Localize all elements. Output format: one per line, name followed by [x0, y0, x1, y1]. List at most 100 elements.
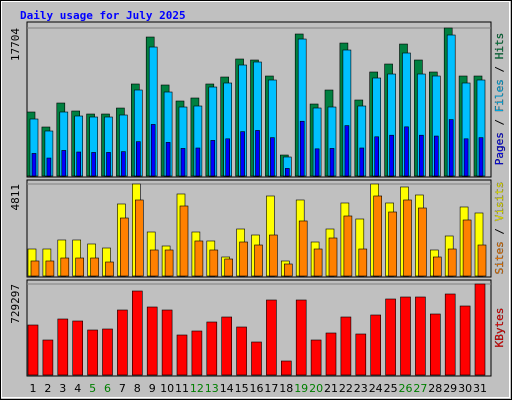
bar: [251, 341, 262, 376]
bar: [374, 136, 380, 177]
bar: [370, 314, 382, 376]
x-tick-label: 6: [104, 382, 111, 395]
x-tick-label: 24: [369, 382, 383, 395]
legend-separator: /: [493, 66, 506, 73]
bar: [224, 258, 233, 277]
bar: [46, 157, 52, 177]
legend-separator: /: [493, 119, 506, 126]
bar: [403, 199, 412, 277]
x-tick-label: 18: [279, 382, 293, 395]
x-tick-label: 16: [250, 382, 264, 395]
bar: [42, 339, 54, 376]
bar: [419, 134, 424, 177]
legend: Pages / Files / Hits: [493, 33, 506, 166]
legend-entry: Visits: [493, 182, 506, 222]
chart-title: Daily usage for July 2025: [20, 9, 186, 22]
bar: [105, 261, 114, 277]
bar: [132, 290, 143, 376]
bar: [429, 313, 441, 376]
bar: [31, 153, 37, 177]
bar: [194, 240, 204, 277]
bar: [270, 137, 275, 177]
bar: [418, 207, 427, 277]
bar: [373, 195, 383, 277]
bar: [415, 296, 426, 376]
bar: [340, 316, 352, 376]
bar: [149, 249, 159, 277]
x-tick-label: 2: [44, 382, 51, 395]
x-tick-label: 14: [220, 382, 234, 395]
x-tick-label: 7: [119, 382, 126, 395]
bar: [459, 305, 471, 376]
x-tick-label: 15: [235, 382, 249, 395]
bar: [60, 257, 70, 277]
bar: [448, 119, 454, 177]
x-tick-label: 21: [324, 382, 338, 395]
bar: [474, 283, 486, 376]
x-tick-label: 25: [384, 382, 398, 395]
x-tick-label: 10: [160, 382, 174, 395]
bar: [191, 330, 203, 376]
bar: [210, 140, 216, 177]
bar: [179, 205, 189, 277]
bar: [432, 256, 442, 277]
bar: [221, 316, 232, 376]
bar: [102, 328, 113, 376]
bar: [146, 306, 158, 376]
bar: [61, 150, 67, 177]
bar: [404, 126, 409, 177]
bar: [176, 334, 188, 376]
bar: [180, 148, 186, 177]
bar: [236, 326, 247, 376]
bar: [478, 137, 484, 177]
bar: [313, 248, 323, 277]
bar: [444, 293, 456, 376]
bar: [209, 249, 219, 277]
x-tick-label: 3: [59, 382, 66, 395]
bar: [254, 244, 263, 277]
bar: [298, 220, 308, 277]
bar: [433, 135, 439, 177]
legend-entry: Files: [493, 79, 506, 112]
bar: [239, 241, 248, 277]
bar: [463, 138, 469, 177]
bar: [75, 257, 84, 277]
bar: [136, 141, 141, 177]
x-tick-label: 22: [339, 382, 353, 395]
y-tick-label: 17704: [9, 28, 22, 61]
legend: Sites / Visits: [493, 182, 506, 275]
bar: [359, 147, 365, 177]
bar: [164, 249, 174, 277]
bar: [343, 215, 353, 277]
bar: [90, 257, 99, 277]
bar: [240, 131, 245, 177]
bar: [165, 142, 171, 177]
y-tick-label: 4811: [9, 184, 22, 211]
bar: [72, 320, 83, 376]
x-tick-label: 26: [399, 382, 413, 395]
x-tick-label: 29: [443, 382, 457, 395]
bar: [284, 168, 290, 177]
bar: [310, 339, 322, 376]
bar: [329, 148, 335, 177]
bar: [266, 299, 277, 376]
x-tick-label: 5: [89, 382, 96, 395]
x-tick-label: 31: [473, 382, 487, 395]
bar: [283, 263, 293, 277]
bar: [57, 318, 69, 376]
bar: [225, 138, 230, 177]
bar: [45, 260, 55, 277]
x-tick-label: 8: [134, 382, 141, 395]
bar: [325, 332, 337, 376]
bar: [150, 124, 156, 177]
bar: [400, 296, 411, 376]
bar: [206, 321, 218, 376]
x-tick-label: 11: [175, 382, 189, 395]
bar: [314, 148, 320, 177]
bar: [299, 120, 305, 177]
bar: [328, 237, 338, 277]
legend-entry: Hits: [493, 33, 506, 60]
x-tick-label: 23: [354, 382, 368, 395]
bar: [121, 151, 126, 177]
legend-entry: KBytes: [493, 308, 506, 348]
